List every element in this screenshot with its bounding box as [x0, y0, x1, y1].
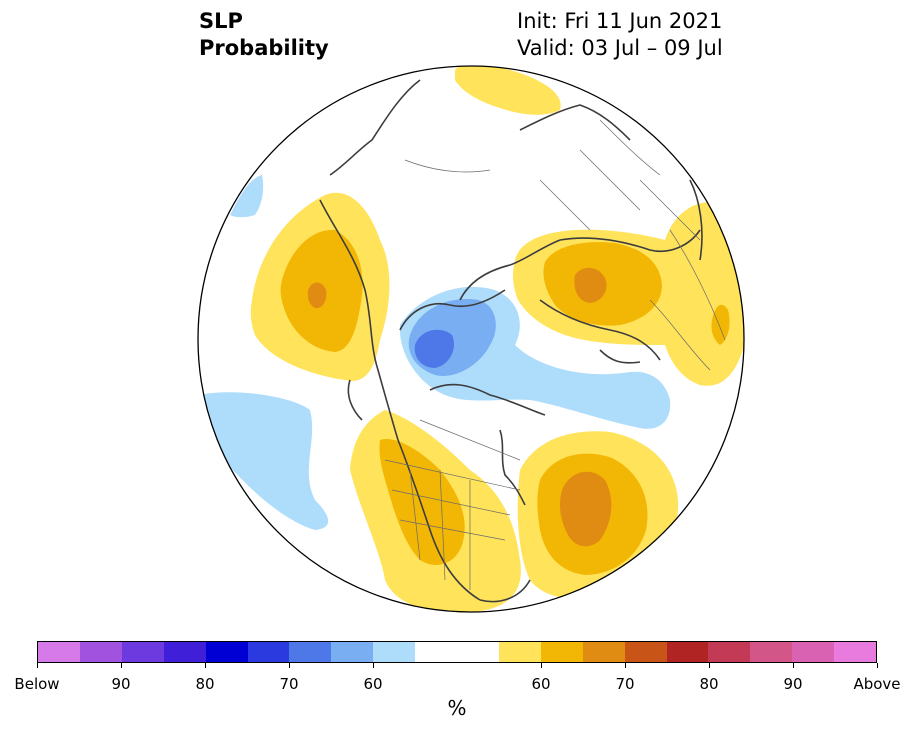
colorbar-tick-label: 80	[195, 675, 215, 693]
country-borders	[384, 119, 726, 590]
dark-anomaly-eurasia	[574, 267, 607, 303]
colorbar-tick-label: 70	[279, 675, 299, 693]
colorbar-segment	[666, 642, 709, 662]
colorbar-tick-mark	[205, 663, 206, 668]
colorbar-segment	[163, 642, 206, 662]
colorbar-segment	[540, 642, 583, 662]
colorbar-tick-mark	[541, 663, 542, 668]
colorbar-tick-label: 90	[111, 675, 131, 693]
title-type: Probability	[199, 36, 329, 60]
colorbar-segment	[834, 642, 877, 662]
colorbar-tick-mark	[37, 663, 38, 668]
colorbar-tick-label: 80	[699, 675, 719, 693]
blue-anomaly-pacific	[198, 392, 329, 530]
colorbar-tick-mark	[877, 663, 878, 668]
init-date: Init: Fri 11 Jun 2021	[517, 9, 723, 33]
colorbar-tick-mark	[373, 663, 374, 668]
colorbar-segment	[289, 642, 332, 662]
colorbar-segment	[582, 642, 625, 662]
colorbar-tick-mark	[121, 663, 122, 668]
colorbar-segment	[624, 642, 667, 662]
title-variable: SLP	[199, 9, 243, 33]
yellow-anomaly-north	[455, 66, 561, 115]
colorbar-segment	[331, 642, 374, 662]
colorbar	[37, 641, 877, 663]
map-fill-layer	[198, 66, 744, 612]
colorbar-tick-label: 90	[783, 675, 803, 693]
colorbar-segment	[708, 642, 751, 662]
map-boundary	[197, 65, 745, 613]
blue-anomaly-arctic-core	[414, 329, 455, 368]
colorbar-segment	[247, 642, 290, 662]
orange-anomaly-east	[711, 304, 730, 345]
colorbar-segment	[79, 642, 122, 662]
orange-anomaly-north-america	[379, 439, 465, 565]
colorbar-tick-label: Above	[853, 675, 901, 693]
colorbar-tick-mark	[793, 663, 794, 668]
title-block-right: Init: Fri 11 Jun 2021 Valid: 03 Jul – 09…	[517, 8, 723, 62]
colorbar-tick-mark	[289, 663, 290, 668]
colorbar-tick-label: 60	[363, 675, 383, 693]
colorbar-segment	[792, 642, 835, 662]
colorbar-units: %	[447, 696, 467, 720]
colorbar-tick-label: 60	[531, 675, 551, 693]
coastlines	[319, 79, 703, 603]
dark-anomaly-alaska	[307, 282, 327, 309]
colorbar-tick-label: Below	[14, 675, 60, 693]
title-block-left: SLP Probability	[199, 8, 329, 62]
valid-range: Valid: 03 Jul – 09 Jul	[517, 36, 723, 60]
colorbar-segment	[498, 642, 541, 662]
colorbar-segment	[38, 642, 80, 662]
colorbar-tick-mark	[625, 663, 626, 668]
dark-anomaly-atlantic	[560, 471, 612, 547]
colorbar-tick-mark	[709, 663, 710, 668]
colorbar-segment	[121, 642, 164, 662]
colorbar-segment	[750, 642, 793, 662]
colorbar-segment	[205, 642, 248, 662]
blue-anomaly-west	[230, 175, 264, 218]
colorbar-segment	[373, 642, 416, 662]
colorbar-tick-label: 70	[615, 675, 635, 693]
colorbar-segment	[415, 642, 499, 662]
